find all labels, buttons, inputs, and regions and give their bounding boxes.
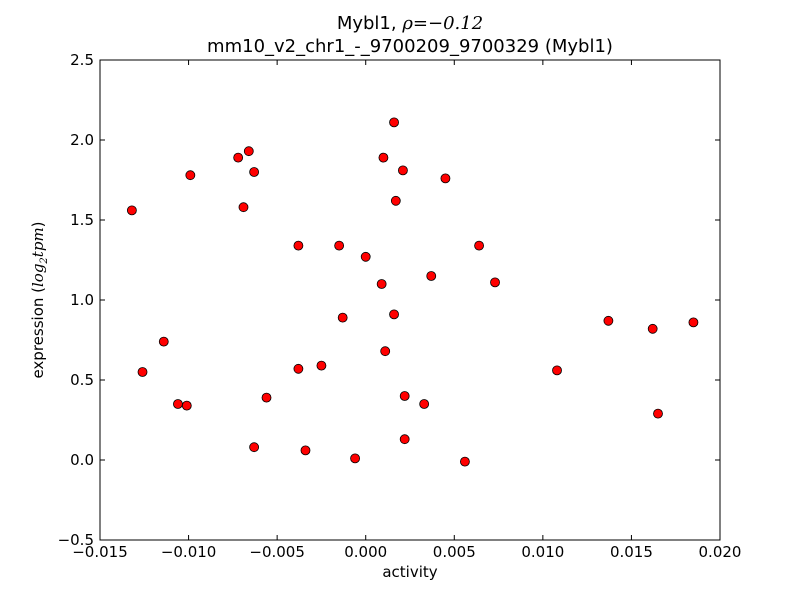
x-tick-label: 0.010 xyxy=(521,543,564,561)
data-point xyxy=(238,202,249,213)
data-point xyxy=(337,312,348,323)
x-tick-label: 0.020 xyxy=(699,543,742,561)
data-points xyxy=(126,117,699,467)
data-point xyxy=(474,240,484,251)
data-point xyxy=(440,173,451,184)
plot-frame xyxy=(99,59,721,541)
data-point xyxy=(185,170,196,181)
data-point xyxy=(378,152,389,163)
data-point xyxy=(249,442,260,453)
data-point xyxy=(653,408,663,419)
x-tick-label: −0.010 xyxy=(161,543,217,561)
data-point xyxy=(426,271,437,281)
y-tick-label: 2.5 xyxy=(70,51,94,69)
y-tick-label: 2.0 xyxy=(70,131,94,149)
data-point xyxy=(490,277,500,288)
data-point xyxy=(261,392,272,403)
data-point xyxy=(243,146,254,157)
data-point xyxy=(334,240,345,251)
y-tick-label: 1.5 xyxy=(70,211,94,229)
data-point xyxy=(316,360,327,371)
data-point xyxy=(399,391,410,401)
y-tick-label: 1.0 xyxy=(70,291,94,309)
data-point xyxy=(233,152,244,163)
data-point xyxy=(158,336,169,347)
data-point xyxy=(249,167,260,177)
data-point xyxy=(419,399,430,409)
plot-area xyxy=(100,60,720,540)
data-point xyxy=(688,317,699,328)
chart-title-line1: Mybl1, ρ=−0.12 xyxy=(337,13,483,34)
y-tick-label: 0.5 xyxy=(70,371,94,389)
y-axis-ticks: −0.5 0.0 0.5 1.0 1.5 2.0 2.5 xyxy=(58,51,720,549)
x-tick-label: −0.005 xyxy=(249,543,305,561)
x-tick-label: −0.015 xyxy=(72,543,128,561)
data-point xyxy=(552,365,562,376)
data-point xyxy=(460,456,470,467)
data-point xyxy=(293,240,304,251)
data-point xyxy=(389,117,399,128)
data-point xyxy=(181,400,192,411)
data-point xyxy=(137,367,148,377)
data-point xyxy=(126,205,137,216)
x-axis-ticks: −0.015 −0.010 −0.005 0.000 0.005 0.010 0.015 0.… xyxy=(72,60,741,561)
chart-title-line2: mm10_v2_chr1_-_9700209_9700329 (Mybl1) xyxy=(207,36,613,57)
data-point xyxy=(390,195,401,206)
y-tick-label: −0.5 xyxy=(58,531,94,549)
data-point xyxy=(293,363,304,374)
y-axis-label: expression (log2tpm) xyxy=(29,221,50,378)
data-point xyxy=(389,309,399,320)
data-point xyxy=(647,323,658,334)
y-tick-label: 0.0 xyxy=(70,451,94,469)
x-tick-label: 0.000 xyxy=(344,543,387,561)
x-tick-label: 0.005 xyxy=(433,543,476,561)
data-point xyxy=(300,445,311,456)
data-point xyxy=(603,315,614,326)
data-point xyxy=(376,279,387,289)
data-point xyxy=(399,434,410,445)
data-point xyxy=(360,251,371,262)
data-point xyxy=(173,399,183,409)
plot-background xyxy=(100,60,720,540)
data-point xyxy=(398,165,408,176)
data-point xyxy=(350,453,360,464)
x-tick-label: 0.015 xyxy=(610,543,653,561)
data-point xyxy=(380,346,391,357)
x-axis-label: activity xyxy=(382,563,437,581)
